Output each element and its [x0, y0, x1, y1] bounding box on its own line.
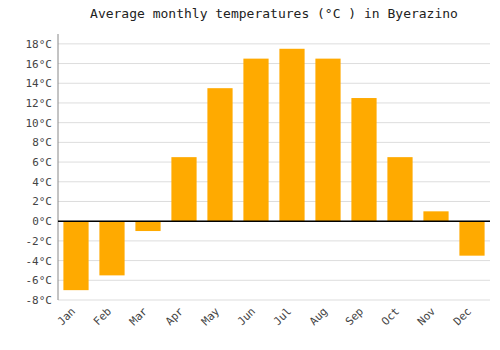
grid-line — [58, 122, 490, 123]
zero-line — [58, 220, 490, 222]
grid-line — [58, 102, 490, 103]
y-tick-label: -2°C — [26, 235, 53, 248]
y-tick-label: 2°C — [32, 195, 52, 208]
x-tick-label: Jun — [235, 305, 258, 328]
x-tick-label: Nov — [415, 305, 439, 329]
bar — [207, 88, 232, 221]
grid-line — [58, 201, 490, 202]
x-tick-label: Aug — [307, 305, 330, 328]
bar — [387, 157, 412, 221]
x-tick-label: Mar — [127, 305, 151, 329]
chart-svg: Average monthly temperatures (°C ) in By… — [0, 0, 500, 350]
y-tick-label: -4°C — [26, 255, 53, 268]
bar — [171, 157, 196, 221]
bar — [459, 221, 484, 255]
grid-line — [58, 43, 490, 44]
y-tick-label: -6°C — [26, 274, 53, 287]
x-tick-label: Jan — [55, 305, 78, 328]
grid-line — [58, 63, 490, 64]
y-tick-label: 12°C — [26, 97, 53, 110]
bar — [351, 98, 376, 221]
y-tick-label: 14°C — [26, 77, 53, 90]
y-tick-label: 10°C — [26, 117, 53, 130]
title: Average monthly temperatures (°C ) in By… — [90, 6, 458, 21]
chart-container: Average monthly temperatures (°C ) in By… — [0, 0, 500, 350]
x-tick-label: Feb — [91, 305, 114, 328]
y-tick-label: 16°C — [26, 58, 53, 71]
bar — [135, 221, 160, 231]
x-tick-label: Dec — [451, 305, 474, 328]
x-tick-label: Apr — [163, 305, 187, 329]
y-tick-label: 18°C — [26, 38, 53, 51]
grid-line — [58, 300, 490, 301]
y-tick-label: -8°C — [26, 294, 53, 307]
bar — [279, 49, 304, 221]
grid-line — [58, 181, 490, 182]
bar — [99, 221, 124, 275]
grid — [58, 44, 490, 300]
grid-line — [58, 221, 490, 222]
x-tick-label: Jul — [271, 305, 294, 328]
y-tick-label: 8°C — [32, 136, 52, 149]
grid-line — [58, 142, 490, 143]
bars — [63, 49, 484, 290]
y-tick-label: 4°C — [32, 176, 52, 189]
bar — [423, 211, 448, 221]
x-tick-label: May — [199, 305, 223, 329]
x-tick-label: Sep — [343, 305, 366, 328]
grid-line — [58, 83, 490, 84]
x-tick-label: Oct — [379, 305, 402, 328]
y-tick-label: 6°C — [32, 156, 52, 169]
bar — [243, 59, 268, 222]
grid-line — [58, 162, 490, 163]
grid-line — [58, 280, 490, 281]
y-tick-label: 0°C — [32, 215, 52, 228]
y-axis-line — [58, 34, 59, 300]
bar — [63, 221, 88, 290]
bar — [315, 59, 340, 222]
